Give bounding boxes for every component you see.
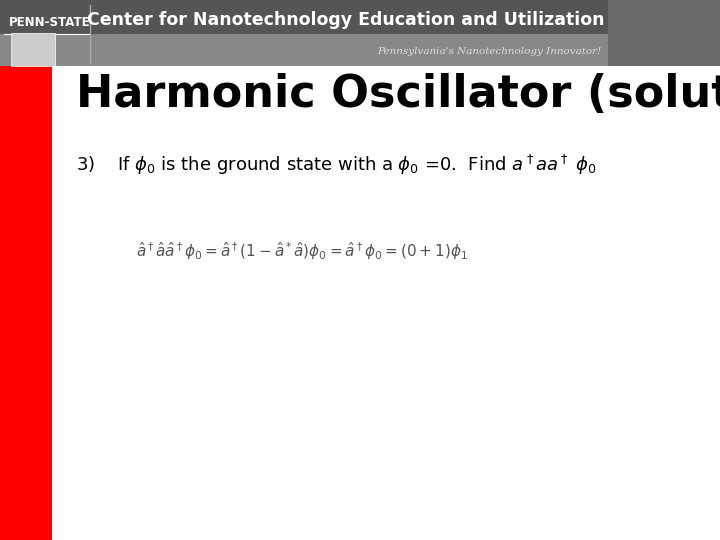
FancyBboxPatch shape — [11, 32, 55, 65]
Text: $\hat{a}^\dagger \hat{a} \hat{a}^\dagger \phi_0 = \hat{a}^\dagger (1 - \hat{a}^*: $\hat{a}^\dagger \hat{a} \hat{a}^\dagger… — [136, 240, 469, 262]
Text: Pennsylvania's Nanotechnology Innovator!: Pennsylvania's Nanotechnology Innovator! — [377, 47, 601, 56]
Text: Harmonic Oscillator (solution): Harmonic Oscillator (solution) — [76, 73, 720, 116]
FancyBboxPatch shape — [608, 0, 720, 66]
FancyBboxPatch shape — [0, 66, 52, 540]
FancyBboxPatch shape — [0, 0, 720, 34]
FancyBboxPatch shape — [0, 34, 720, 66]
Text: Center for Nanotechnology Education and Utilization: Center for Nanotechnology Education and … — [87, 11, 604, 29]
Text: PENN­STATE: PENN­STATE — [9, 16, 90, 30]
Text: 3)    If $\phi_0$ is the ground state with a $\phi_0$ =0.  Find $a^\dagger aa^\d: 3) If $\phi_0$ is the ground state with … — [76, 153, 596, 177]
